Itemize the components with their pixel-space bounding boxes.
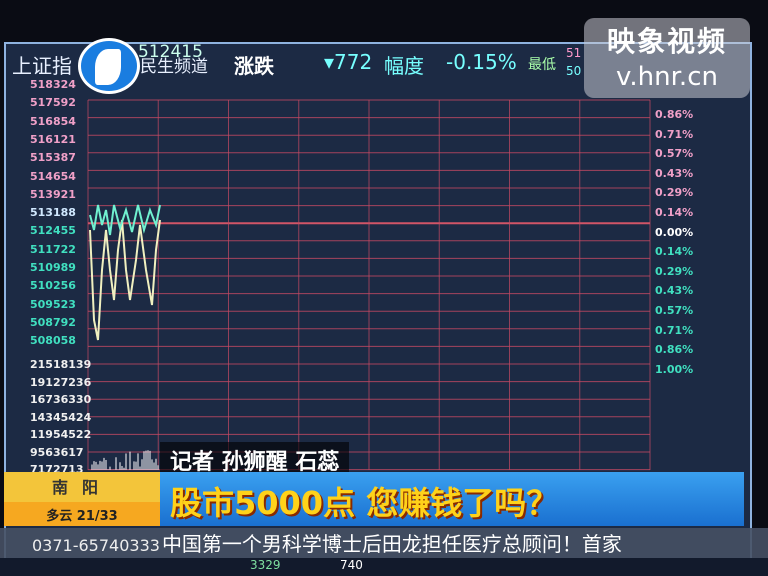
- watermark-url: v.hnr.cn: [584, 62, 750, 92]
- price-label: 514654: [30, 170, 76, 183]
- price-label: 510989: [30, 261, 76, 274]
- percent-label: 0.29%: [655, 265, 693, 278]
- percent-label: 0.43%: [655, 167, 693, 180]
- percent-label: 0.00%: [655, 226, 693, 239]
- price-label: 515387: [30, 151, 76, 164]
- percent-label: 0.71%: [655, 128, 693, 141]
- change-value: ▾772: [324, 50, 372, 74]
- price-label: 517592: [30, 96, 76, 109]
- index-name: 上证指: [12, 50, 72, 79]
- volume-label: 16736330: [30, 393, 91, 406]
- price-label: 512455: [30, 224, 76, 237]
- percent-label: 0.57%: [655, 147, 693, 160]
- right-top-value: 51: [566, 46, 581, 60]
- price-label: 508058: [30, 334, 76, 347]
- price-label: 511722: [30, 243, 76, 256]
- price-label: 509523: [30, 298, 76, 311]
- percent-label: 1.00%: [655, 363, 693, 376]
- average-line: [90, 205, 160, 235]
- volume-label: 14345424: [30, 411, 91, 424]
- price-label: 513188: [30, 206, 76, 219]
- percent-label: 0.29%: [655, 186, 693, 199]
- volume-label: 19127236: [30, 376, 91, 389]
- amplitude-label: 幅度: [384, 50, 424, 79]
- right-bottom-value: 50: [566, 64, 581, 78]
- bottom-strip: 3329 740: [0, 558, 768, 576]
- volume-label: 21518139: [30, 358, 91, 371]
- ticker-text: 中国第一个男科学博士后田龙担任医疗总顾问！首家: [162, 532, 622, 556]
- price-label: 508792: [30, 316, 76, 329]
- change-label: 涨跌: [234, 50, 274, 79]
- percent-label: 0.14%: [655, 245, 693, 258]
- bottom-value-a: 3329: [250, 558, 281, 572]
- channel-logo: [78, 38, 140, 94]
- price-label: 516854: [30, 115, 76, 128]
- city-name: 南阳: [4, 474, 160, 498]
- percent-label: 0.86%: [655, 343, 693, 356]
- watermark-title: 映象视频: [584, 20, 750, 60]
- ticker-phone: 0371-65740333: [0, 532, 162, 555]
- watermark: 映象视频 v.hnr.cn: [584, 18, 750, 98]
- bottom-value-b: 740: [340, 558, 363, 572]
- headline: 股市5000点 您赚钱了吗？: [160, 472, 744, 526]
- location-box: 南阳 多云 21/33: [4, 472, 160, 526]
- price-label: 516121: [30, 133, 76, 146]
- percent-label: 0.43%: [655, 284, 693, 297]
- amplitude-value: -0.15%: [446, 50, 517, 74]
- news-ticker: 0371-65740333 中国第一个男科学博士后田龙担任医疗总顾问！首家: [0, 528, 768, 558]
- percent-label: 0.14%: [655, 206, 693, 219]
- price-line: [90, 220, 160, 340]
- percent-label: 0.57%: [655, 304, 693, 317]
- volume-label: 9563617: [30, 446, 84, 459]
- index-value: 512415: [138, 42, 203, 62]
- weather: 多云 21/33: [4, 502, 160, 526]
- percent-label: 0.86%: [655, 108, 693, 121]
- percent-label: 0.71%: [655, 324, 693, 337]
- price-label: 510256: [30, 279, 76, 292]
- extra-label: 最低: [528, 54, 556, 74]
- volume-label: 11954522: [30, 428, 91, 441]
- price-label: 518324: [30, 78, 76, 91]
- price-label: 513921: [30, 188, 76, 201]
